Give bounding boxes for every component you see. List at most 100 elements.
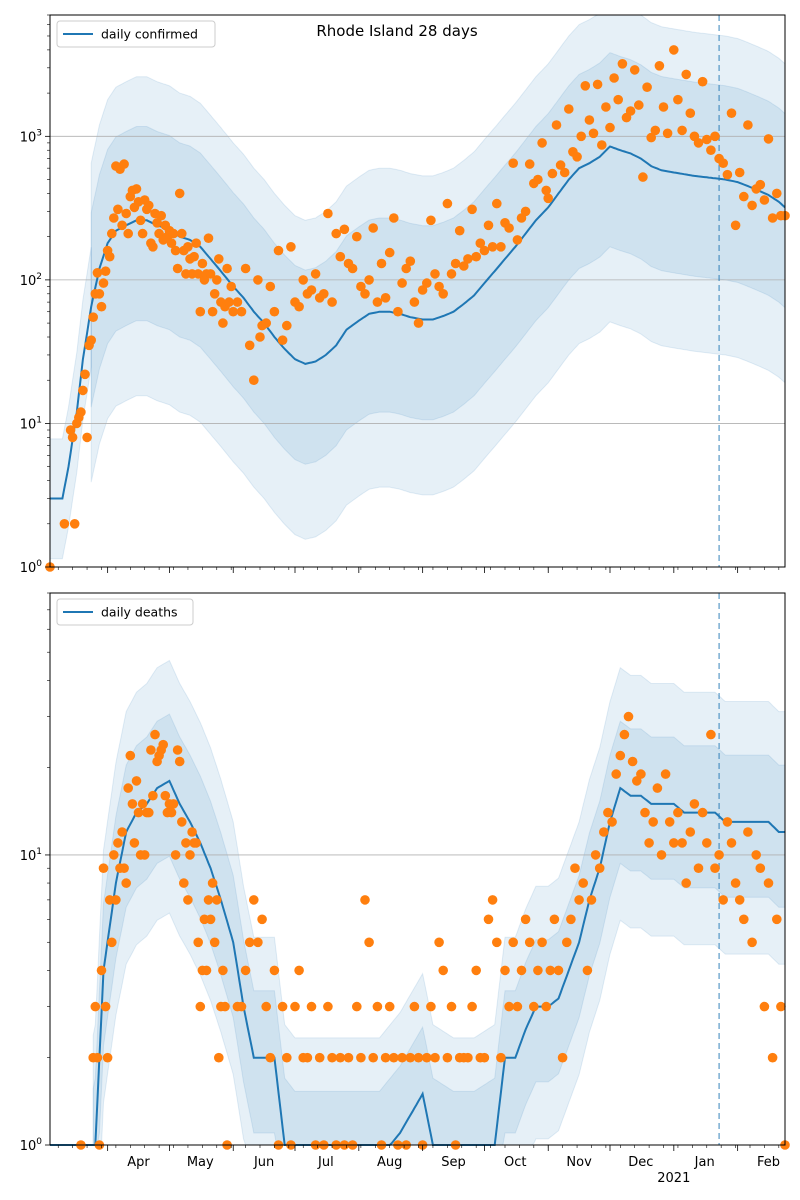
observed-point xyxy=(121,878,131,888)
observed-point xyxy=(98,863,109,873)
observed-point xyxy=(747,937,757,948)
observed-point xyxy=(772,914,782,925)
observed-point xyxy=(269,965,280,976)
uncertainty-band-2 xyxy=(92,659,786,1146)
observed-point xyxy=(597,140,607,150)
observed-point xyxy=(508,937,518,948)
observed-point xyxy=(578,878,588,888)
observed-point xyxy=(290,1001,300,1012)
observed-point xyxy=(706,729,716,740)
observed-point xyxy=(306,1001,317,1012)
observed-point xyxy=(555,160,566,170)
observed-point xyxy=(739,914,749,925)
observed-point xyxy=(574,895,584,905)
observed-point xyxy=(249,375,259,386)
x-tick-label: Jul xyxy=(317,1155,334,1170)
observed-point xyxy=(533,965,543,976)
observed-point xyxy=(601,102,611,112)
y-tick-label: 100 xyxy=(20,559,43,576)
observed-point xyxy=(177,817,187,827)
observed-point xyxy=(152,218,162,228)
observed-point xyxy=(409,297,420,307)
observed-point xyxy=(636,769,646,779)
observed-point xyxy=(619,729,630,740)
observed-point xyxy=(273,245,284,256)
confirmed-x-axis xyxy=(57,567,780,573)
observed-point xyxy=(193,937,203,948)
observed-point xyxy=(638,172,648,182)
observed-point xyxy=(673,94,683,105)
observed-point xyxy=(537,138,547,148)
observed-point xyxy=(189,251,199,262)
x-tick-label: Sep xyxy=(441,1155,466,1170)
observed-point xyxy=(261,1001,272,1012)
observed-point xyxy=(236,1001,247,1012)
observed-point xyxy=(261,318,272,328)
observed-point xyxy=(722,169,733,180)
observed-point xyxy=(269,306,280,317)
deaths-chart: 100 101 Apr May Jun Jul Aug Sep Oct Nov Dec Jan Feb… xyxy=(20,592,790,1186)
observed-point xyxy=(492,937,502,948)
observed-point xyxy=(594,863,605,873)
observed-point xyxy=(689,799,700,809)
observed-point xyxy=(625,106,636,116)
observed-point xyxy=(623,711,634,722)
y-tick-label: 100 xyxy=(20,1137,43,1154)
observed-point xyxy=(78,385,88,396)
observed-point xyxy=(669,45,679,55)
observed-point xyxy=(121,208,131,219)
observed-point xyxy=(240,263,251,274)
observed-point xyxy=(168,228,179,239)
deaths-legend: daily deaths xyxy=(56,598,194,626)
observed-point xyxy=(282,1052,292,1063)
observed-point xyxy=(755,179,766,190)
observed-point xyxy=(90,1001,101,1012)
legend-box xyxy=(56,20,216,48)
observed-point xyxy=(751,850,761,860)
observed-point xyxy=(207,306,218,317)
observed-point xyxy=(471,965,482,976)
observed-point xyxy=(107,228,117,239)
x-tick-label: Nov xyxy=(566,1155,592,1170)
observed-point xyxy=(364,937,374,948)
deaths-x-axis: Apr May Jun Jul Aug Sep Oct Nov Dec Jan Feb 2021 xyxy=(57,1145,780,1186)
observed-point xyxy=(658,102,669,112)
observed-point xyxy=(327,1052,337,1063)
observed-point xyxy=(253,275,263,285)
observed-point xyxy=(174,756,185,767)
observed-point xyxy=(335,1052,346,1063)
x-tick-label: Jun xyxy=(253,1155,274,1170)
observed-point xyxy=(613,94,623,105)
observed-point xyxy=(471,251,482,262)
x-tick-label: Feb xyxy=(757,1155,780,1170)
observed-point xyxy=(314,1052,325,1063)
deaths-model-line xyxy=(50,779,785,1146)
observed-point xyxy=(743,827,753,837)
observed-point xyxy=(191,838,201,848)
observed-point xyxy=(438,965,449,976)
observed-point xyxy=(123,228,133,239)
observed-point xyxy=(767,213,778,223)
observed-point xyxy=(776,1001,786,1012)
confirmed-observed-points xyxy=(45,45,790,572)
observed-point xyxy=(310,269,321,279)
observed-point xyxy=(352,1001,362,1012)
observed-point xyxy=(356,281,366,292)
deaths-observed-points xyxy=(76,711,790,1150)
observed-point xyxy=(226,281,236,292)
observed-point xyxy=(702,838,712,848)
observed-point xyxy=(207,878,218,888)
legend-box xyxy=(56,598,194,626)
observed-point xyxy=(718,895,728,905)
observed-point xyxy=(302,1052,313,1063)
observed-point xyxy=(265,1052,276,1063)
observed-point xyxy=(177,228,187,239)
observed-point xyxy=(360,895,370,905)
observed-point xyxy=(117,827,127,837)
observed-point xyxy=(524,937,535,948)
observed-point xyxy=(413,318,424,328)
observed-point xyxy=(483,914,494,925)
observed-point xyxy=(94,289,105,299)
x-tick-label: Oct xyxy=(504,1155,526,1170)
